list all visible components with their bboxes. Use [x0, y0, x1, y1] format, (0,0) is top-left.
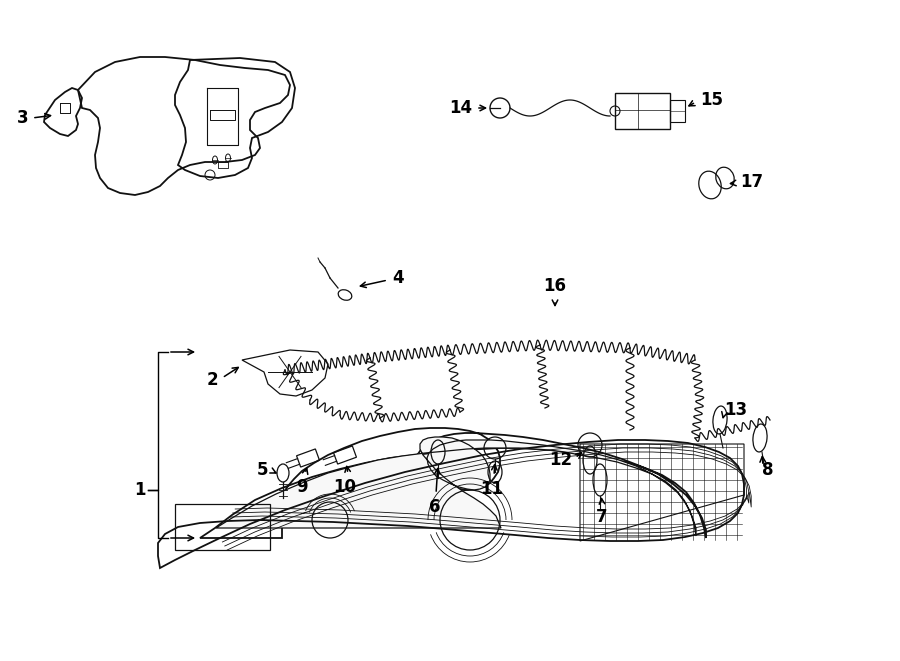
- Text: 13: 13: [724, 401, 747, 419]
- Text: 11: 11: [481, 480, 503, 498]
- Text: 1: 1: [134, 481, 146, 499]
- Text: 5: 5: [256, 461, 268, 479]
- Text: 8: 8: [762, 461, 773, 479]
- Text: 17: 17: [740, 173, 763, 191]
- Text: 2: 2: [206, 371, 218, 389]
- Bar: [670, 100, 685, 122]
- Text: 16: 16: [544, 277, 566, 295]
- Text: 12: 12: [549, 451, 572, 469]
- Text: 6: 6: [429, 498, 441, 516]
- Text: 4: 4: [392, 269, 403, 287]
- Text: 14: 14: [449, 99, 472, 117]
- Text: 7: 7: [596, 508, 608, 526]
- Bar: [615, 93, 670, 129]
- Text: 9: 9: [296, 478, 308, 496]
- Text: 3: 3: [16, 109, 28, 127]
- Text: 15: 15: [700, 91, 723, 109]
- Bar: [175, 504, 270, 550]
- Text: 10: 10: [334, 478, 356, 496]
- Polygon shape: [216, 437, 696, 536]
